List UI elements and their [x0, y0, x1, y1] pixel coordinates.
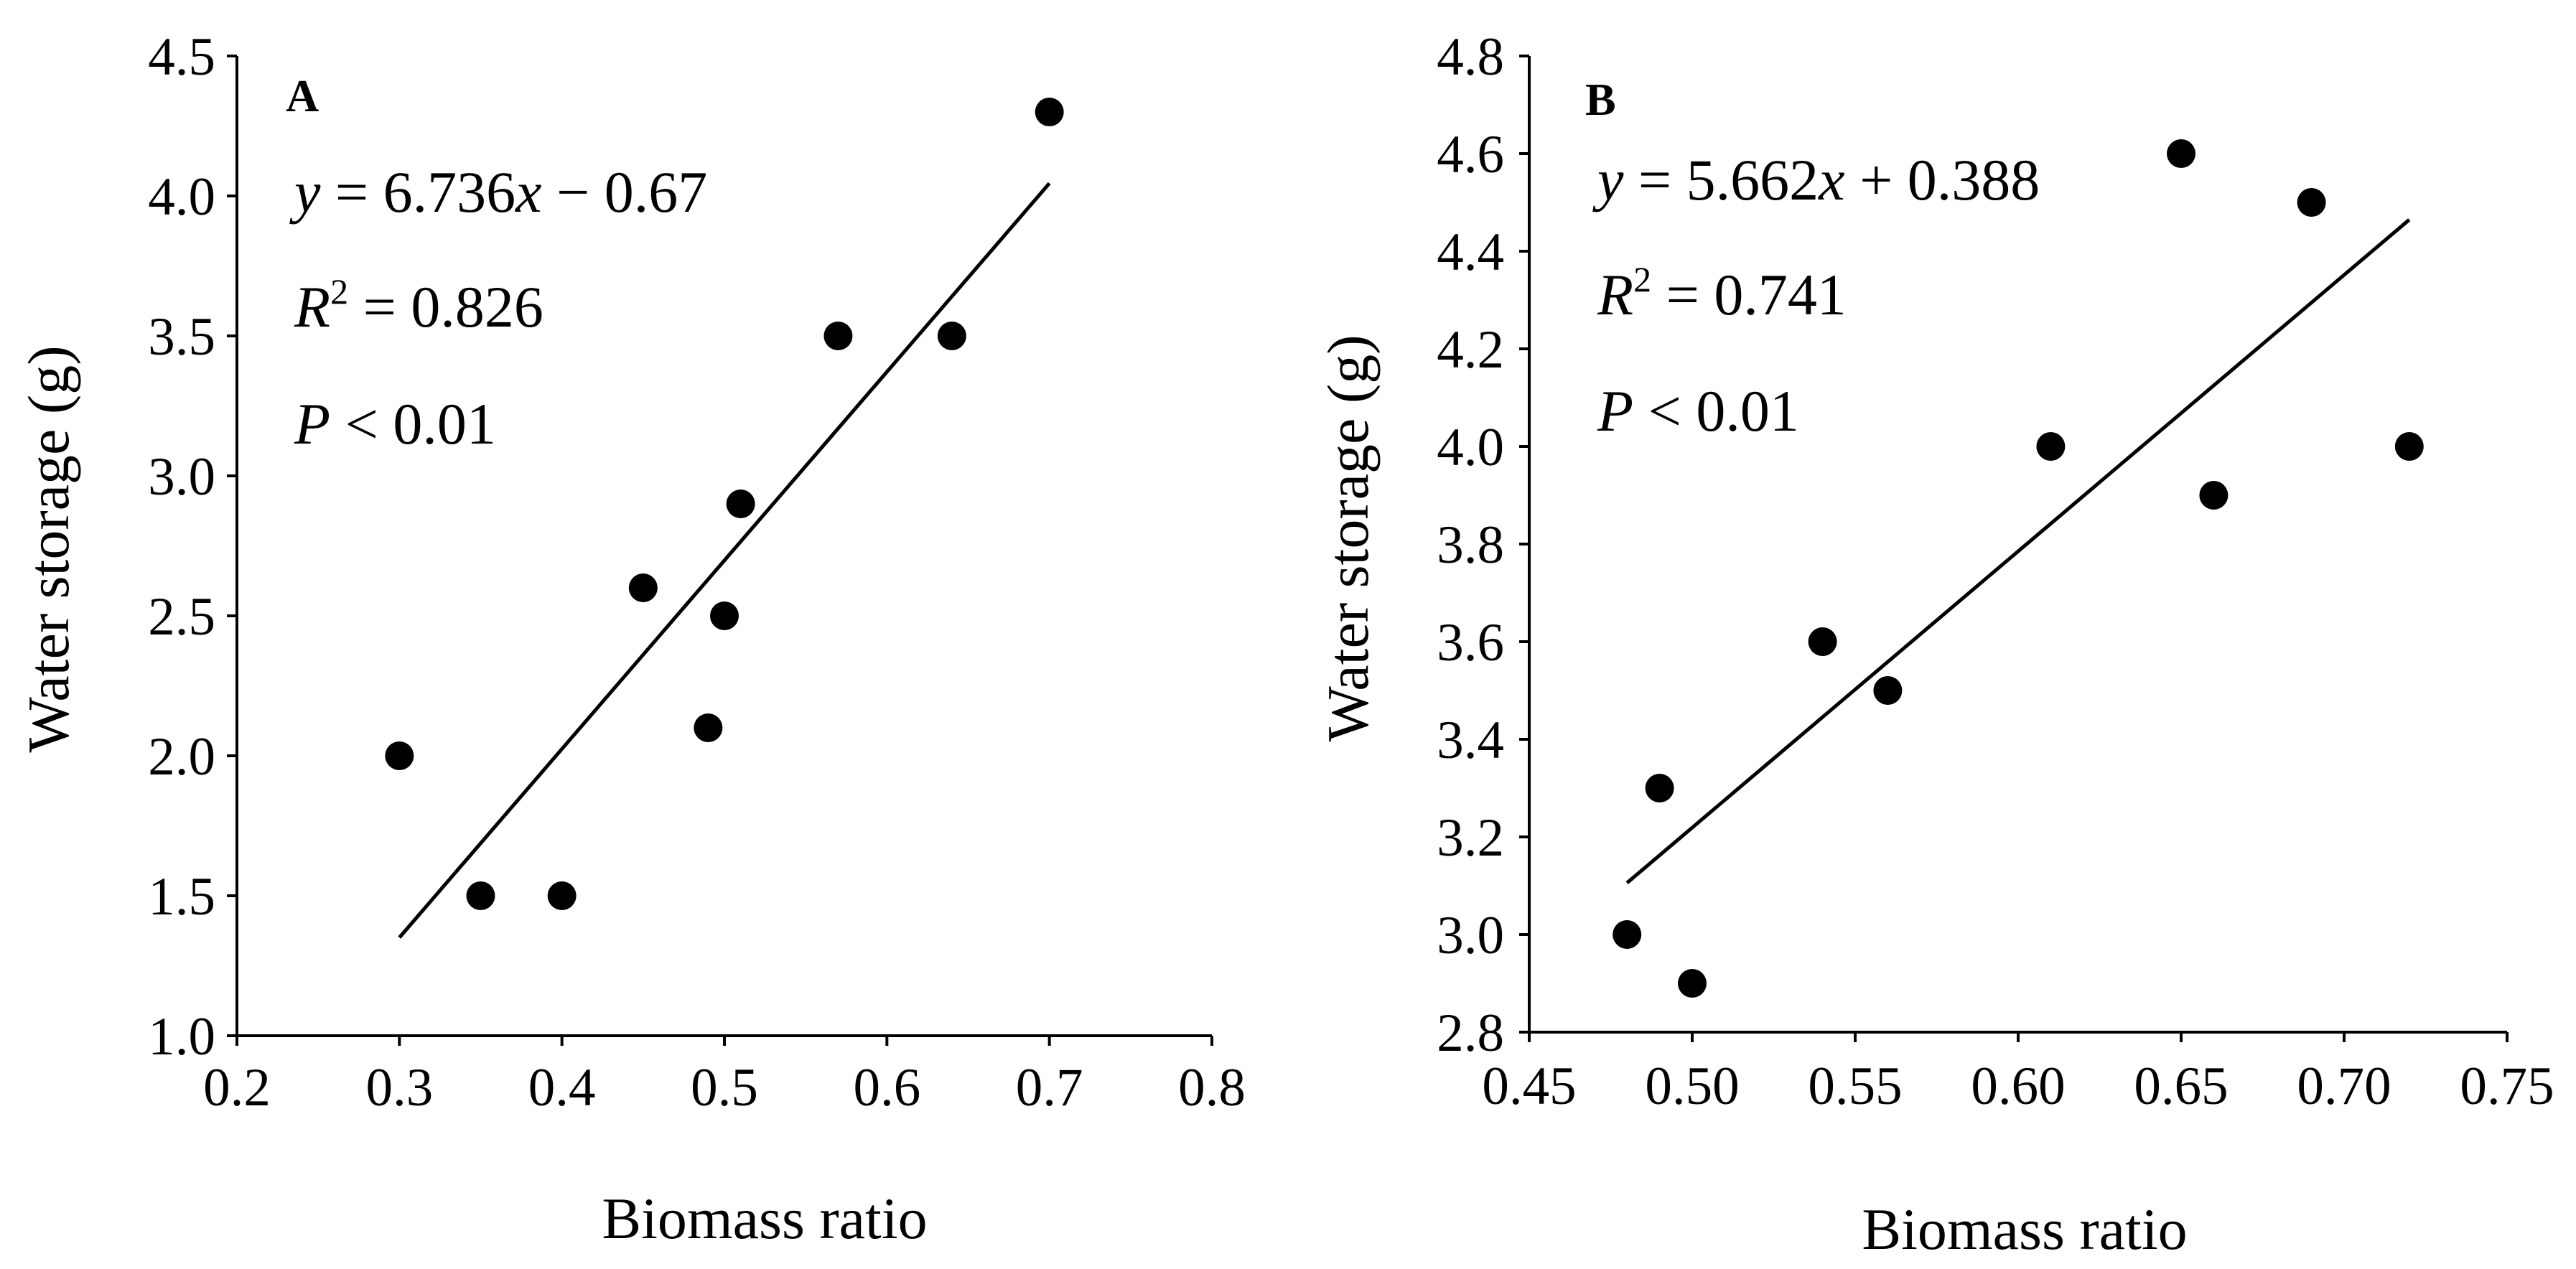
eq-x: x [515, 159, 541, 225]
panel-a-y-tick-label: 4.5 [148, 27, 215, 87]
r2-r: R [1597, 262, 1633, 327]
panel-b-y-tick-label: 4.2 [1437, 320, 1504, 380]
panel-b-x-tick-label: 0.60 [1971, 1057, 2065, 1116]
panel-a-y-tick-label: 2.5 [148, 587, 215, 647]
panel-b-axes: 0.45 0.50 0.55 0.60 0.65 0.70 0.75 2.8 3.0 3.2 3.4… [1437, 27, 2554, 1116]
eq-intercept: + 0.388 [1845, 147, 2040, 212]
p-value: < 0.01 [330, 391, 496, 456]
panel-b-x-tick-label: 0.75 [2460, 1057, 2554, 1116]
panel-b-regression-line [1625, 218, 2411, 884]
panel-a-y-tick-label: 4.0 [148, 167, 215, 227]
panel-a-x-tick-label: 0.5 [691, 1058, 758, 1118]
panel-a-data-point-6 [710, 601, 739, 630]
panel-a-y-tick-label: 1.5 [148, 867, 215, 927]
panel-b-data-point-8 [2199, 481, 2229, 510]
panel-b-data-point-3 [1678, 969, 1707, 998]
panel-b-x-tick-label: 0.65 [2134, 1057, 2228, 1116]
eq-intercept: − 0.67 [542, 159, 708, 225]
panel-b-y-tick-label: 3.0 [1437, 906, 1504, 965]
panel-a-x-tick-label: 0.7 [1016, 1058, 1083, 1118]
panel-b-x-label: Biomass ratio [1862, 1197, 2187, 1262]
panel-b-y-tick-label: 3.4 [1437, 711, 1504, 770]
panel-a-y-tick-label: 2.0 [148, 727, 215, 787]
panel-b-label: B [1585, 74, 1616, 125]
panel-b-y-tick-label: 4.6 [1437, 125, 1504, 184]
panel-a-data-point-5 [694, 713, 723, 742]
panel-a-data-point-9 [937, 322, 966, 350]
panel-a-data-point-7 [726, 490, 755, 518]
panel-b-y-tick-label: 4.0 [1437, 418, 1504, 477]
panel-a-p-value: P < 0.01 [294, 391, 496, 456]
panel-b-y-tick-label: 4.4 [1437, 223, 1504, 282]
panel-b-chart: 0.45 0.50 0.55 0.60 0.65 0.70 0.75 2.8 3.0 3.2 3.4… [1315, 27, 2554, 1262]
panel-b-data-point-1 [1613, 920, 1642, 949]
panel-a-y-tick-label: 1.0 [148, 1007, 215, 1067]
panel-b-x-tick-label: 0.45 [1482, 1057, 1576, 1116]
panel-a-data-point-2 [466, 881, 495, 910]
panel-a-y-tick-label: 3.0 [148, 447, 215, 507]
r2-value: = 0.826 [348, 274, 543, 340]
panel-a-data-point-1 [385, 741, 414, 770]
r2-value: = 0.741 [1651, 262, 1847, 327]
panel-a-data-point-4 [628, 573, 658, 602]
panel-b-data-point-2 [1645, 774, 1674, 802]
p-value: < 0.01 [1633, 378, 1799, 444]
panel-a-data-point-3 [547, 881, 577, 910]
panel-a-data-point-10 [1035, 98, 1064, 126]
eq-coef: = 5.662 [1623, 147, 1819, 212]
panel-b-x-tick-label: 0.55 [1808, 1057, 1902, 1116]
r2-sup: 2 [330, 271, 348, 312]
p-p: P [294, 391, 330, 456]
eq-coef: = 6.736 [320, 159, 515, 225]
panel-a-label: A [286, 70, 319, 121]
r2-sup: 2 [1633, 259, 1651, 299]
panel-b-x-tick-label: 0.70 [2297, 1057, 2391, 1116]
panel-a-x-tick-label: 0.6 [853, 1058, 920, 1118]
panel-b-x-tick-label: 0.50 [1645, 1057, 1739, 1116]
panel-b-data-point-4 [1808, 627, 1837, 656]
panel-b-equation: y = 5.662x + 0.388 [1592, 147, 2040, 212]
panel-a-regression-line [398, 182, 1051, 939]
panel-a-x-label: Biomass ratio [602, 1186, 927, 1251]
panel-a-x-tick-label: 0.2 [203, 1058, 271, 1118]
panel-b-y-tick-label: 3.8 [1437, 515, 1504, 575]
r2-r: R [294, 274, 330, 340]
panel-b-marks [1613, 139, 2424, 998]
panel-b-y-tick-label: 3.6 [1437, 613, 1504, 673]
panel-b-data-point-7 [2167, 139, 2195, 168]
panel-b-data-point-6 [2036, 432, 2066, 461]
panel-a-data-point-8 [823, 322, 853, 350]
panel-a-x-tick-label: 0.8 [1178, 1058, 1246, 1118]
panel-a-axes: 0.2 0.3 0.4 0.5 0.6 0.7 0.8 1.0 1.5 2.0 2.5 3.0 3.5 4… [148, 27, 1246, 1118]
panel-b-data-point-5 [1873, 676, 1903, 705]
panel-b-y-tick-label: 2.8 [1437, 1003, 1504, 1063]
panel-a-marks [385, 98, 1064, 939]
panel-a-equation: y = 6.736x − 0.67 [289, 159, 707, 225]
panel-a-y-label: Water storage (g) [16, 345, 81, 752]
panel-a-x-tick-label: 0.3 [365, 1058, 433, 1118]
panel-b-data-point-9 [2297, 188, 2326, 217]
panel-b-y-tick-label: 3.2 [1437, 808, 1504, 868]
panel-b-r-squared: R2 = 0.741 [1597, 259, 1847, 327]
panel-b-y-tick-label: 4.8 [1437, 27, 1504, 87]
p-p: P [1597, 378, 1633, 444]
panel-b-data-point-10 [2394, 432, 2424, 461]
panel-a-r-squared: R2 = 0.826 [294, 271, 543, 340]
panel-b-p-value: P < 0.01 [1597, 378, 1799, 444]
eq-y: y [289, 159, 321, 225]
panel-b-y-label: Water storage (g) [1315, 334, 1381, 741]
panel-a-y-tick-label: 3.5 [148, 307, 215, 367]
eq-y: y [1592, 147, 1624, 212]
panel-a-x-tick-label: 0.4 [528, 1058, 596, 1118]
panel-a-chart: 0.2 0.3 0.4 0.5 0.6 0.7 0.8 1.0 1.5 2.0 2.5 3.0 3.5 4… [16, 27, 1246, 1251]
eq-x: x [1818, 147, 1844, 212]
